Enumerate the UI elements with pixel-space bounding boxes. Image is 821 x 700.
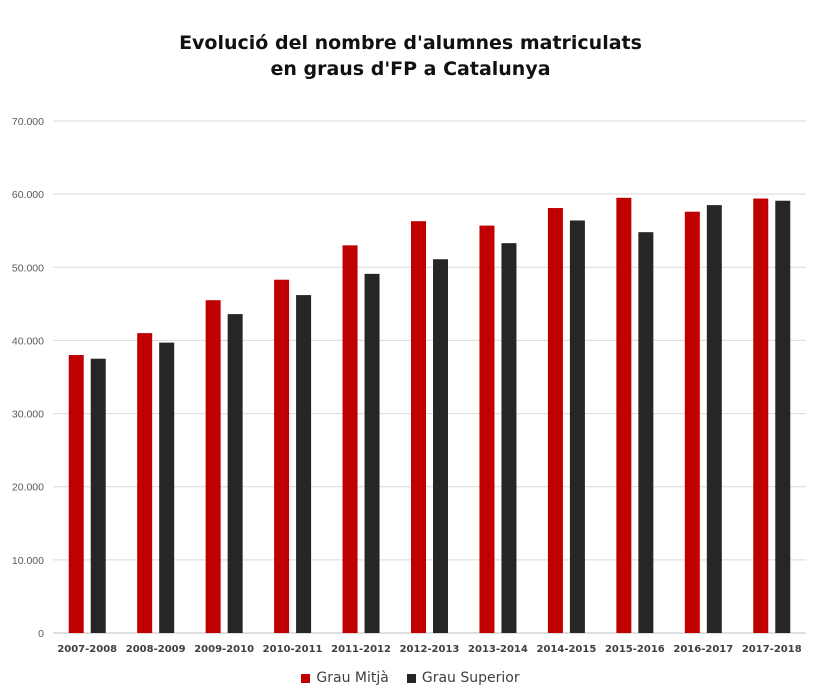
x-tick-label: 2008-2009 — [126, 644, 186, 655]
y-tick-label: 60.000 — [12, 189, 44, 201]
legend-label-grau-mitja: Grau Mitjà — [316, 670, 389, 686]
bar-grau-superior-2013-2014 — [501, 243, 517, 634]
x-tick-label: 2016-2017 — [673, 644, 733, 655]
y-tick-label: 20.000 — [12, 482, 44, 494]
chart-title-line-2: en graus d'FP a Catalunya — [270, 58, 551, 80]
legend-label-grau-superior: Grau Superior — [421, 670, 520, 686]
x-tick-label: 2017-2018 — [742, 644, 802, 655]
bar-grau-mitja-2013-2014 — [479, 225, 495, 633]
legend: Grau Mitjà Grau Superior — [0, 670, 821, 686]
bar-grau-superior-2009-2010 — [227, 314, 243, 633]
gridlines — [53, 120, 806, 634]
bar-grau-mitja-2010-2011 — [274, 279, 290, 633]
bar-grau-superior-2011-2012 — [364, 273, 380, 633]
bar-grau-mitja-2015-2016 — [616, 197, 632, 634]
bar-grau-superior-2007-2008 — [90, 358, 106, 633]
x-tick-label: 2012-2013 — [400, 644, 460, 655]
bar-grau-mitja-2014-2015 — [547, 208, 563, 634]
y-tick-label: 70.000 — [12, 116, 44, 128]
bar-grau-mitja-2009-2010 — [205, 300, 221, 633]
bar-grau-mitja-2017-2018 — [753, 198, 769, 633]
x-tick-label: 2013-2014 — [468, 644, 528, 655]
x-axis-labels: 2007-2008 2008-2009 2009-2010 2010-2011 2011… — [57, 644, 801, 655]
bar-grau-superior-2012-2013 — [433, 259, 448, 633]
x-tick-label: 2009-2010 — [194, 644, 254, 655]
legend-item-grau-mitja[interactable]: Grau Mitjà — [301, 670, 389, 686]
bar-grau-superior-2016-2017 — [706, 205, 722, 633]
chart-title-line-1: Evolució del nombre d'alumnes matriculat… — [179, 32, 642, 54]
x-tick-label: 2010-2011 — [263, 644, 323, 655]
legend-item-grau-superior[interactable]: Grau Superior — [406, 670, 520, 686]
bar-grau-superior-2008-2009 — [159, 342, 175, 633]
x-tick-label: 2011-2012 — [331, 644, 391, 655]
y-tick-label: 10.000 — [12, 555, 44, 567]
bar-grau-superior-2014-2015 — [569, 220, 585, 633]
legend-swatch-grau-superior — [406, 673, 416, 683]
x-tick-label: 2007-2008 — [57, 644, 117, 655]
bar-grau-mitja-2016-2017 — [684, 211, 700, 633]
bar-grau-superior-2010-2011 — [296, 295, 312, 633]
bar-grau-mitja-2007-2008 — [68, 355, 84, 633]
bar-grau-mitja-2012-2013 — [411, 221, 426, 633]
y-tick-label: 40.000 — [12, 335, 44, 347]
bars — [68, 197, 791, 634]
bar-grau-superior-2017-2018 — [775, 200, 791, 633]
x-tick-label: 2015-2016 — [605, 644, 665, 655]
bar-grau-superior-2015-2016 — [638, 232, 654, 634]
y-tick-label: 30.000 — [12, 409, 44, 421]
y-axis-labels: 0 10.000 20.000 30.000 40.000 50.000 60.000 70.… — [12, 116, 44, 640]
bar-grau-mitja-2008-2009 — [137, 333, 153, 633]
chart-title: Evolució del nombre d'alumnes matriculat… — [0, 30, 821, 82]
x-tick-label: 2014-2015 — [536, 644, 596, 655]
bar-grau-mitja-2011-2012 — [342, 245, 358, 634]
legend-swatch-grau-mitja — [301, 673, 311, 683]
y-tick-label: 50.000 — [12, 262, 44, 274]
y-tick-label: 0 — [38, 628, 44, 640]
